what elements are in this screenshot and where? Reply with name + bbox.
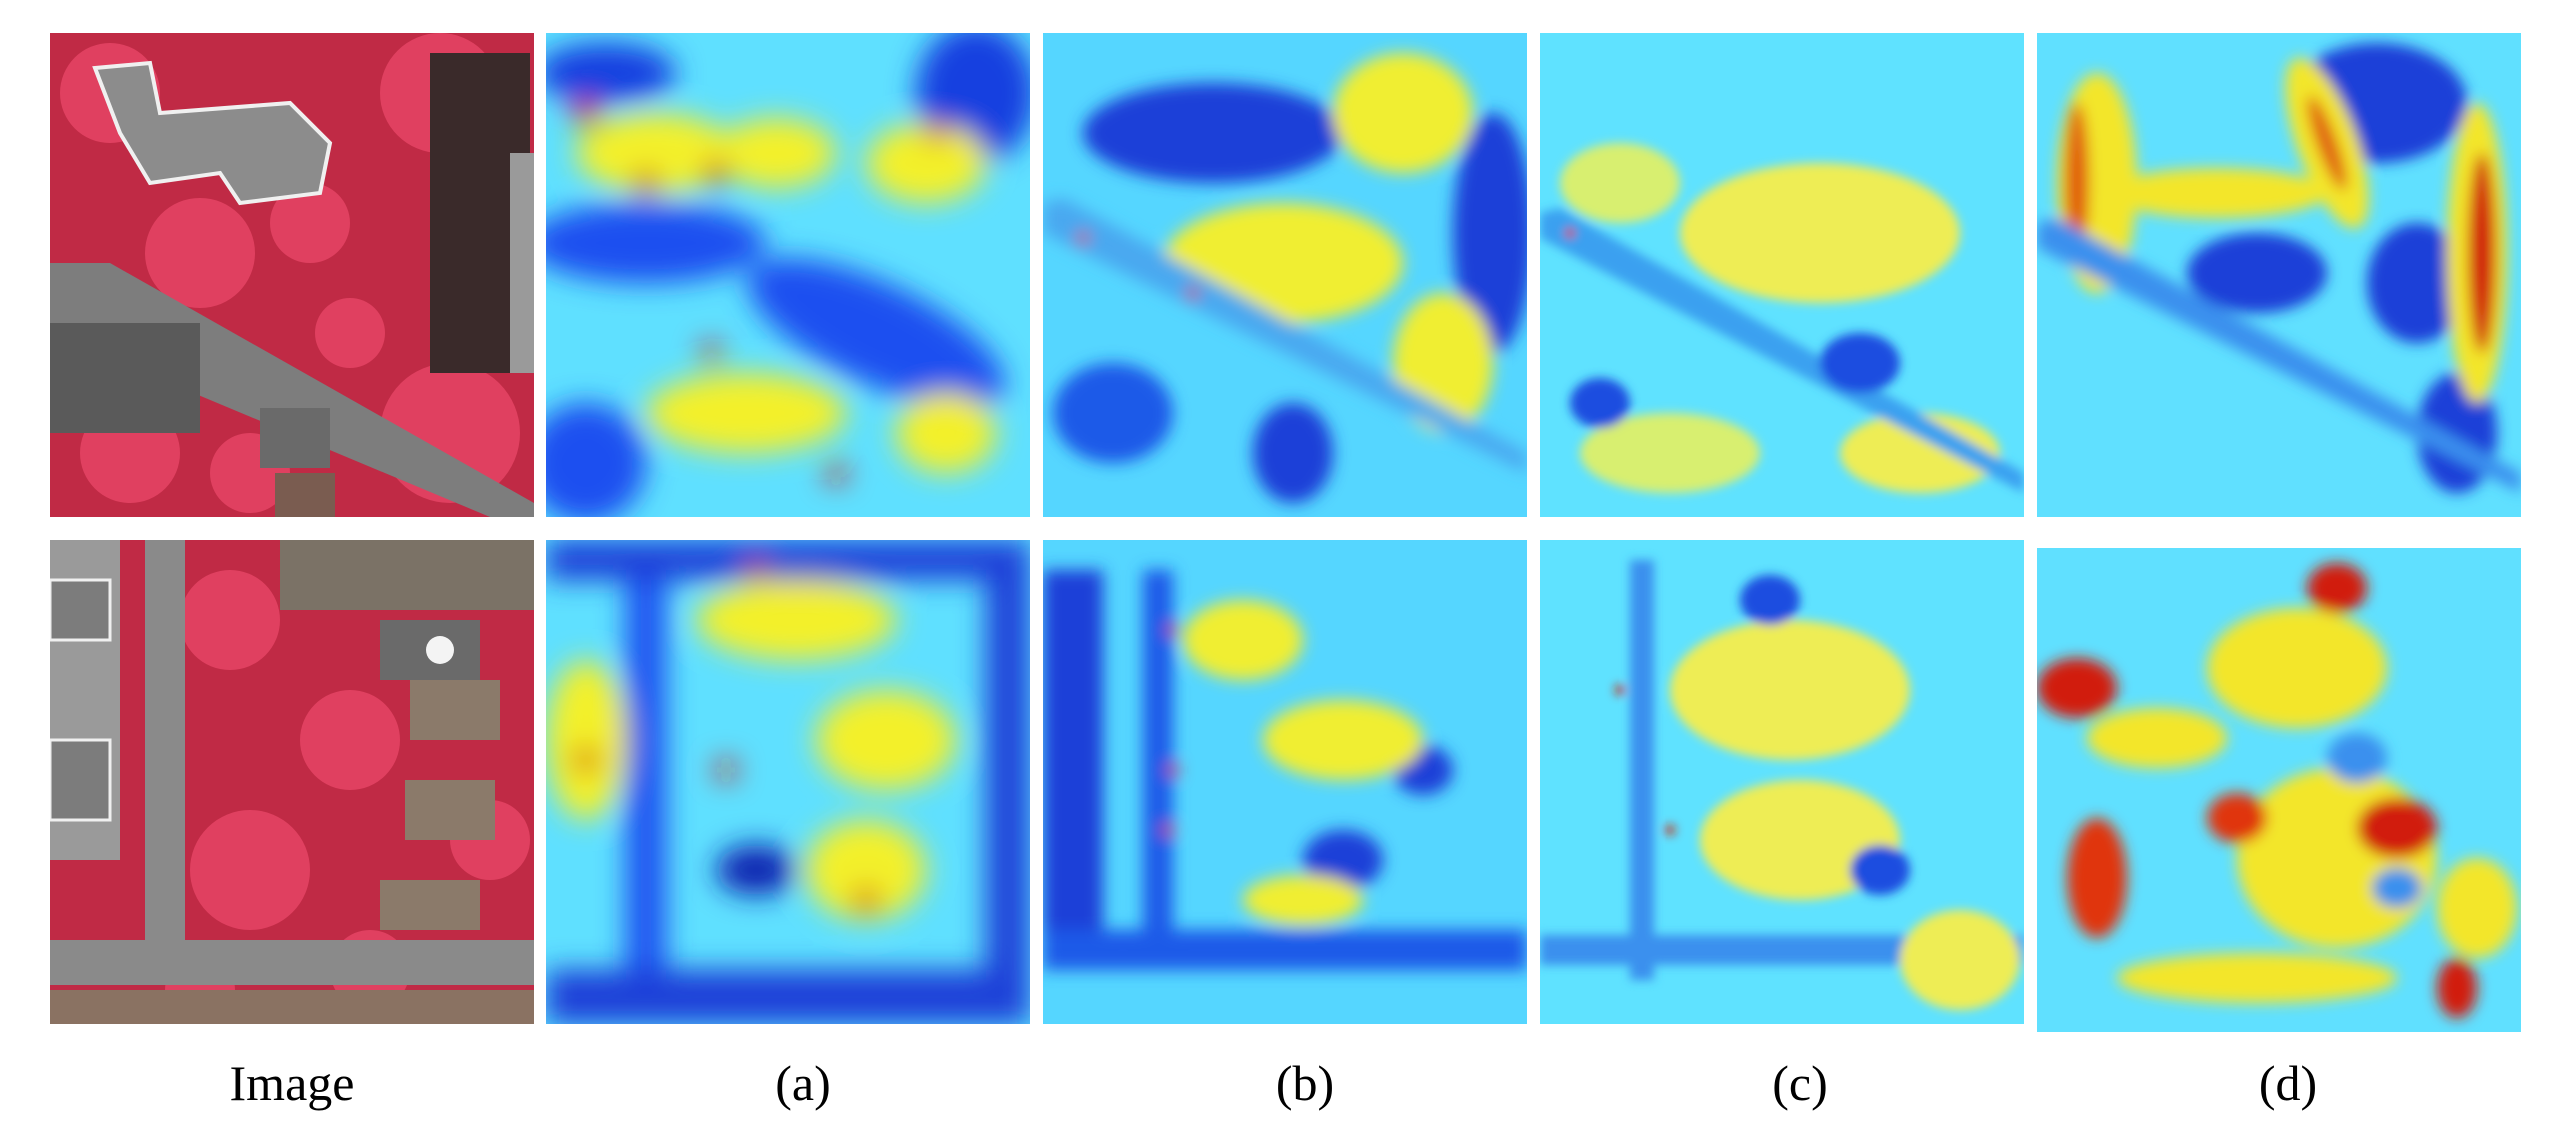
aerial-image-row1-svg bbox=[50, 33, 534, 517]
caption-d: (d) bbox=[2258, 1055, 2318, 1111]
heatmap-d-row1-svg bbox=[2037, 33, 2521, 517]
heatmap-b-row2 bbox=[1043, 540, 1527, 1024]
heatmap-a-row2 bbox=[546, 540, 1030, 1024]
heatmap-b-row1-svg bbox=[1043, 33, 1527, 517]
heatmap-c-row1-svg bbox=[1540, 33, 2024, 517]
heatmap-d-row1 bbox=[2037, 33, 2521, 517]
heatmap-c-row2 bbox=[1540, 540, 2024, 1024]
heatmap-a-row1-svg bbox=[546, 33, 1030, 517]
heatmap-b-row2-svg bbox=[1043, 540, 1527, 1024]
heatmap-b-row1 bbox=[1043, 33, 1527, 517]
aerial-image-row2 bbox=[50, 540, 534, 1024]
heatmap-d-row2 bbox=[2037, 548, 2521, 1032]
aerial-image-row1 bbox=[50, 33, 534, 517]
heatmap-a-row2-svg bbox=[546, 540, 1030, 1024]
heatmap-a-row1 bbox=[546, 33, 1030, 517]
caption-image: Image bbox=[229, 1055, 355, 1111]
aerial-image-row2-svg bbox=[50, 540, 534, 1024]
caption-b: (b) bbox=[1275, 1055, 1335, 1111]
heatmap-c-row1 bbox=[1540, 33, 2024, 517]
heatmap-c-row2-svg bbox=[1540, 540, 2024, 1024]
caption-a: (a) bbox=[775, 1055, 831, 1111]
heatmap-d-row2-svg bbox=[2037, 548, 2521, 1032]
caption-c: (c) bbox=[1772, 1055, 1828, 1111]
